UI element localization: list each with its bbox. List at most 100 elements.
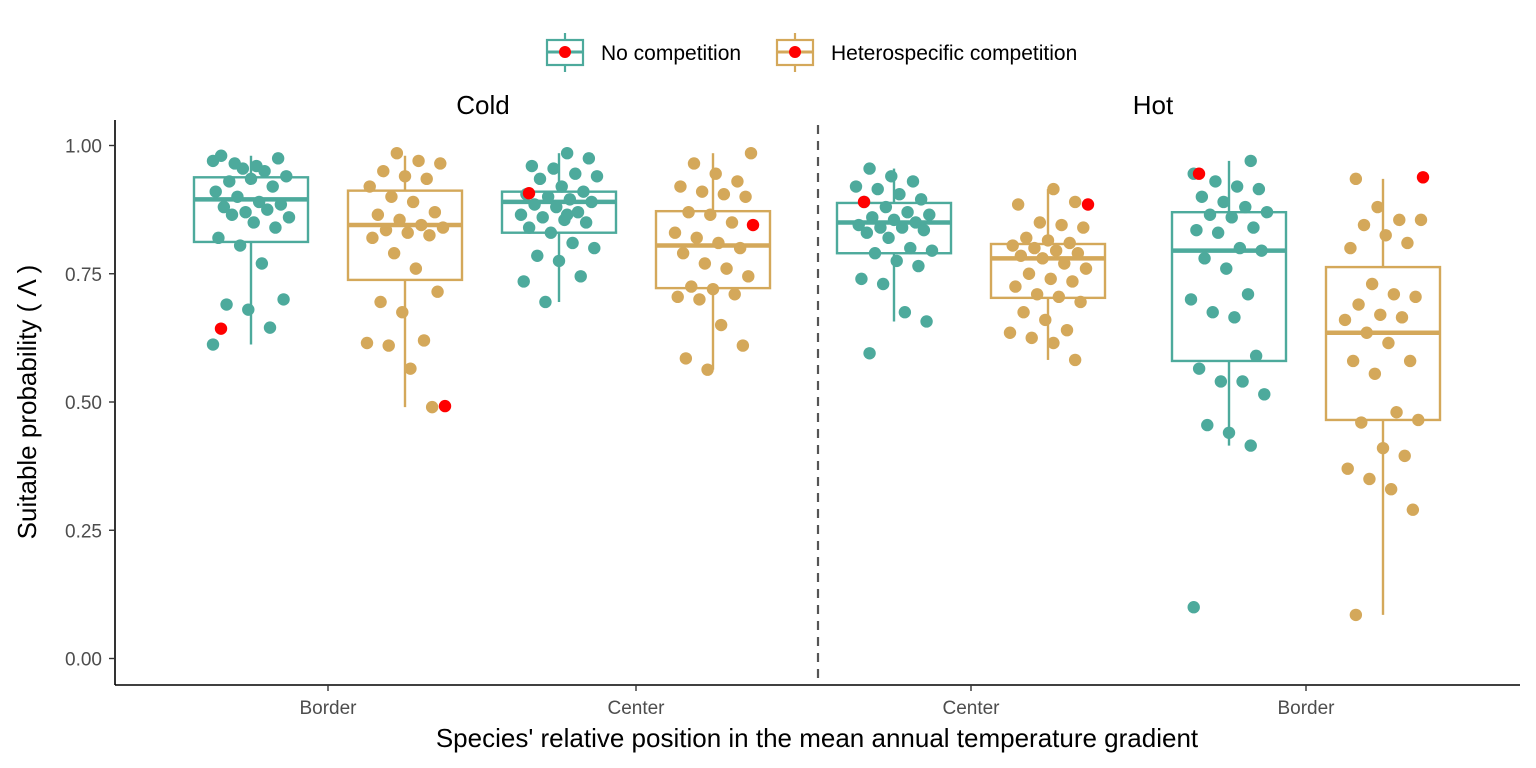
data-point bbox=[539, 295, 552, 309]
data-point bbox=[371, 208, 385, 221]
x-tick-label: Border bbox=[299, 698, 357, 719]
legend: No competition Heterospecific competitio… bbox=[545, 33, 1077, 72]
data-point bbox=[1030, 288, 1044, 301]
data-point bbox=[860, 226, 874, 239]
data-point bbox=[423, 229, 436, 242]
data-point bbox=[1052, 290, 1066, 304]
data-point bbox=[374, 295, 387, 309]
data-point bbox=[668, 226, 682, 239]
data-point bbox=[1220, 262, 1233, 275]
data-point bbox=[739, 190, 752, 203]
data-point bbox=[1387, 288, 1401, 301]
data-point bbox=[1352, 298, 1365, 311]
y-axis-title: Suitable probability ( Λ ) bbox=[12, 265, 42, 540]
data-point bbox=[1022, 267, 1036, 280]
data-point bbox=[898, 306, 912, 319]
data-point bbox=[1079, 262, 1093, 275]
data-point bbox=[1409, 290, 1422, 304]
data-point bbox=[901, 205, 914, 219]
data-point bbox=[536, 211, 549, 224]
data-point bbox=[1077, 221, 1090, 234]
data-point bbox=[366, 231, 379, 245]
data-point bbox=[269, 221, 282, 234]
data-point bbox=[387, 247, 401, 260]
data-point bbox=[393, 213, 406, 227]
data-point bbox=[866, 211, 879, 224]
data-point bbox=[1039, 313, 1052, 327]
data-point bbox=[1406, 503, 1420, 516]
data-point bbox=[574, 270, 587, 283]
box bbox=[835, 201, 953, 255]
data-point bbox=[425, 400, 439, 414]
data-point bbox=[531, 249, 544, 262]
data-point bbox=[1063, 236, 1076, 250]
data-point bbox=[1068, 195, 1082, 209]
data-point bbox=[566, 236, 579, 250]
data-point bbox=[261, 203, 274, 216]
data-point bbox=[1368, 367, 1382, 380]
data-point bbox=[379, 223, 393, 237]
data-point bbox=[1033, 216, 1047, 229]
data-point bbox=[1349, 172, 1363, 186]
legend-label-heterospecific-competition: Heterospecific competition bbox=[831, 42, 1077, 65]
data-point bbox=[876, 277, 890, 291]
data-point bbox=[382, 339, 395, 352]
data-point bbox=[274, 198, 288, 211]
data-point bbox=[906, 175, 920, 188]
data-point bbox=[1258, 388, 1271, 401]
data-point bbox=[728, 288, 741, 301]
y-tick-label: 0.25 bbox=[65, 521, 102, 542]
data-point bbox=[887, 213, 901, 227]
data-point bbox=[401, 226, 414, 239]
highlight-point bbox=[746, 218, 760, 232]
data-point bbox=[404, 362, 417, 375]
highlight-point bbox=[1081, 198, 1095, 211]
data-point bbox=[280, 170, 293, 183]
data-point bbox=[552, 254, 566, 268]
data-point bbox=[863, 162, 876, 175]
data-point bbox=[1228, 311, 1241, 324]
data-point bbox=[1011, 198, 1025, 211]
data-point bbox=[1414, 213, 1428, 227]
data-point bbox=[1041, 234, 1055, 247]
y-tick-label: 1.00 bbox=[65, 137, 102, 158]
data-point bbox=[1376, 441, 1390, 455]
data-point bbox=[720, 262, 733, 275]
x-tick-label: Center bbox=[942, 698, 1000, 719]
facet-label-cold: Cold bbox=[456, 90, 509, 120]
data-point bbox=[1211, 226, 1225, 239]
x-tick-label: Border bbox=[1277, 698, 1335, 719]
data-point bbox=[1341, 462, 1354, 475]
data-point bbox=[569, 167, 582, 180]
data-point bbox=[1398, 449, 1411, 463]
data-point bbox=[1355, 416, 1368, 429]
data-point bbox=[895, 221, 909, 234]
y-axis: 0.00 0.25 0.50 0.75 1.00 bbox=[65, 137, 115, 671]
data-point bbox=[239, 205, 252, 219]
data-point bbox=[923, 208, 936, 221]
data-point bbox=[1357, 218, 1371, 232]
data-point bbox=[409, 262, 423, 275]
data-point bbox=[377, 164, 390, 178]
data-point bbox=[693, 293, 706, 306]
data-point bbox=[1365, 277, 1379, 291]
data-point bbox=[406, 195, 420, 209]
data-point bbox=[1384, 483, 1398, 496]
data-point bbox=[744, 146, 758, 160]
data-point bbox=[514, 208, 528, 221]
data-point bbox=[914, 193, 928, 206]
data-point bbox=[925, 244, 939, 257]
data-point bbox=[541, 190, 555, 203]
data-point bbox=[1025, 331, 1038, 345]
data-point bbox=[428, 205, 442, 219]
data-point bbox=[1363, 472, 1376, 486]
data-point bbox=[882, 231, 895, 245]
data-point bbox=[852, 218, 865, 232]
highlight-point bbox=[438, 399, 452, 413]
data-point bbox=[893, 188, 906, 201]
data-point bbox=[255, 257, 269, 270]
data-point bbox=[863, 347, 876, 360]
data-point bbox=[1390, 406, 1403, 419]
data-point bbox=[220, 298, 233, 311]
data-point bbox=[868, 247, 882, 260]
